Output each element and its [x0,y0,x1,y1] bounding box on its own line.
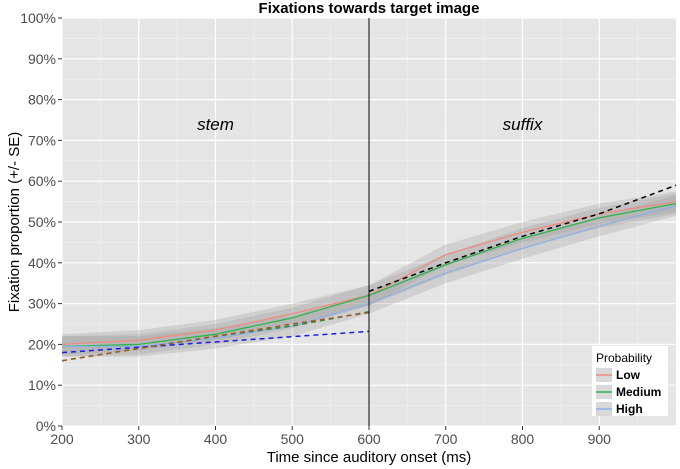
fit-lines [61,184,677,362]
y-tick-label: 60% [28,173,56,189]
x-tick-label: 700 [434,431,458,447]
legend-entries: Low Medium High [596,368,661,416]
y-tick-label: 30% [28,296,56,312]
annotations: stem suffix [197,115,543,134]
legend-label: Medium [616,385,661,399]
x-axis-title: Time since auditory onset (ms) [267,449,472,466]
legend-title: Probability [596,351,652,365]
fit-line-3 [61,311,370,362]
y-tick-label: 0% [36,418,56,434]
y-tick-label: 40% [28,255,56,271]
y-tick-label: 90% [28,51,56,67]
x-tick-label: 300 [127,431,151,447]
x-tick-label: 600 [357,431,381,447]
legend-label: High [616,402,643,416]
y-tick-label: 100% [20,10,56,26]
chart-title: Fixations towards target image [259,0,480,17]
y-tick-label: 80% [28,92,56,108]
x-tick-label: 400 [204,431,228,447]
y-tick-label: 20% [28,336,56,352]
x-axis-ticks: 200 300 400 500 600 700 800 900 [50,426,611,447]
y-axis-title: Fixation proportion (+/- SE) [6,132,23,313]
legend-label: Low [616,368,641,382]
x-tick-label: 500 [281,431,305,447]
y-tick-label: 50% [28,214,56,230]
y-tick-label: 70% [28,132,56,148]
legend-entry-medium: Medium [596,385,661,399]
se-ribbon-medium [62,193,676,357]
legend: Probability Low Medium High [592,346,668,416]
x-tick-label: 900 [588,431,612,447]
annotation-stem: stem [197,115,234,134]
fit-line-1 [61,330,370,354]
y-tick-label: 10% [28,377,56,393]
legend-entry-high: High [596,402,643,416]
y-axis-ticks: 0% 10% 20% 30% 40% 50% 60% 70% 80% 90% 100% [20,10,62,434]
annotation-suffix: suffix [503,115,543,134]
x-tick-label: 200 [50,431,74,447]
legend-entry-low: Low [596,368,641,382]
x-tick-label: 800 [511,431,535,447]
fit-line-4 [368,184,677,293]
